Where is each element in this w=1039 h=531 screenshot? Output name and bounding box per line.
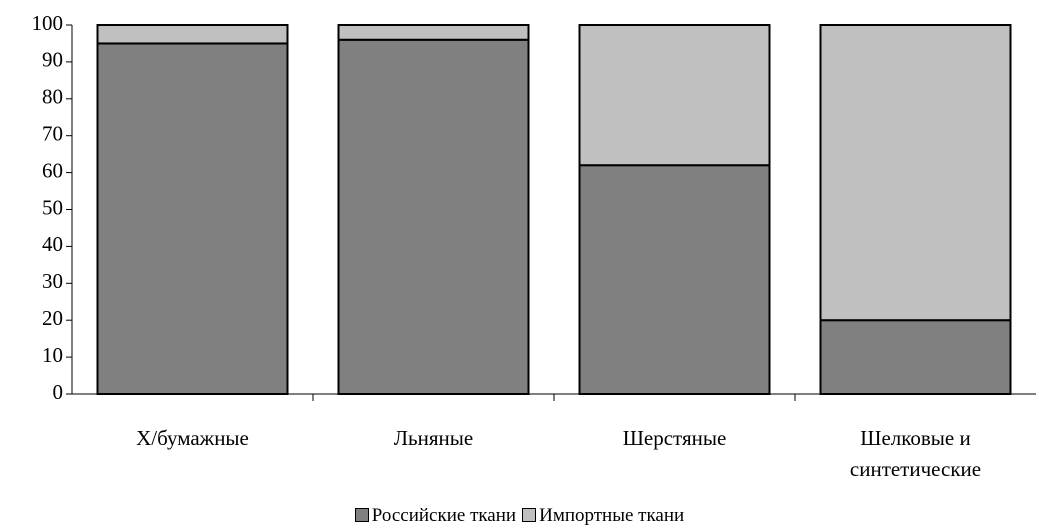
legend: Российские ткани Импортные ткани	[0, 505, 1039, 527]
bar-segment	[337, 24, 530, 41]
legend-swatch	[354, 508, 369, 522]
x-tick-label: Шелковые и синтетические	[849, 426, 982, 481]
y-tick-label: 30	[42, 269, 63, 293]
bar-segment	[96, 42, 289, 395]
legend-item: Российские ткани	[354, 505, 517, 527]
y-tick-label: 100	[32, 11, 64, 35]
y-tick-label: 40	[42, 232, 63, 256]
bar-segment	[337, 38, 530, 395]
x-tick-label: Х/бумажные	[136, 426, 249, 450]
x-tick-label: Льняные	[393, 426, 474, 450]
bar-segment	[96, 24, 289, 45]
y-tick-label: 10	[42, 343, 63, 367]
y-tick-label: 0	[53, 380, 64, 404]
y-tick-label: 90	[42, 48, 63, 72]
y-tick-label: 60	[42, 158, 63, 182]
bar-segment	[819, 24, 1012, 322]
y-tick-label: 50	[42, 195, 63, 219]
x-tick-label: Шерстяные	[622, 426, 727, 450]
legend-label: Российские ткани	[371, 505, 517, 526]
bar-segment	[578, 164, 771, 395]
legend-swatch	[522, 508, 537, 522]
y-tick-label: 20	[42, 306, 63, 330]
bar-segment	[578, 24, 771, 167]
legend-label: Импортные ткани	[539, 505, 685, 526]
bar-segment	[819, 319, 1012, 396]
y-tick-label: 70	[42, 122, 63, 146]
legend-item: Импортные ткани	[522, 505, 684, 527]
y-tick-label: 80	[42, 85, 63, 109]
